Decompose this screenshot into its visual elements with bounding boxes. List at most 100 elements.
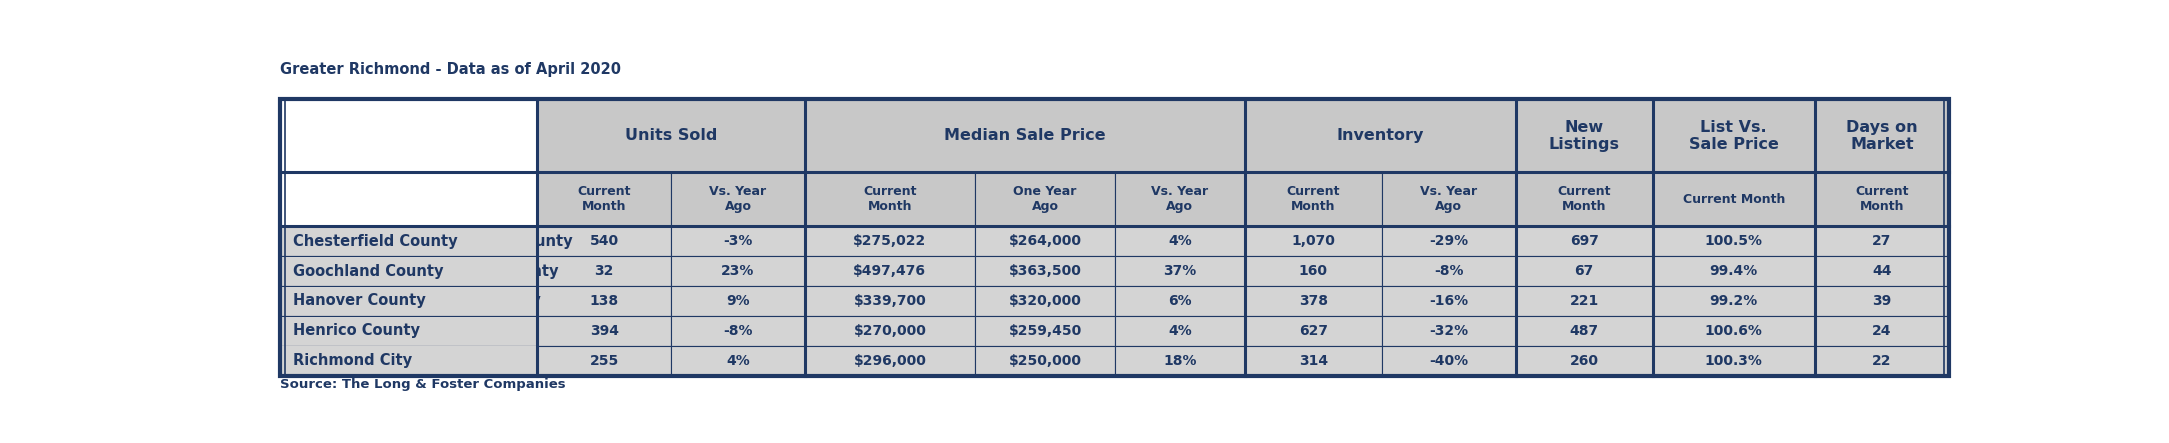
Text: 394: 394 — [590, 324, 618, 338]
Text: -40%: -40% — [1429, 354, 1468, 368]
Text: 487: 487 — [1570, 324, 1599, 338]
Text: Hanover County: Hanover County — [293, 293, 425, 308]
Bar — [670, 256, 805, 286]
Text: $270,000: $270,000 — [852, 324, 926, 338]
Text: 4%: 4% — [1169, 234, 1191, 248]
Text: $275,022: $275,022 — [852, 234, 926, 248]
Bar — [280, 99, 1948, 376]
Bar — [280, 172, 538, 226]
Text: Current
Month: Current Month — [577, 185, 631, 214]
Text: Source: The Long & Foster Companies: Source: The Long & Foster Companies — [280, 378, 566, 391]
Text: 221: 221 — [1570, 294, 1599, 308]
Text: 378: 378 — [1299, 294, 1327, 308]
Bar — [280, 99, 538, 172]
Text: 24: 24 — [1872, 324, 1891, 338]
Bar — [805, 256, 974, 286]
Text: Current Month: Current Month — [1683, 193, 1785, 206]
Bar — [538, 316, 670, 346]
Bar — [1382, 172, 1516, 226]
Bar — [1245, 172, 1382, 226]
Text: -32%: -32% — [1429, 324, 1468, 338]
Bar — [280, 256, 538, 286]
Bar — [282, 316, 536, 345]
Text: 99.2%: 99.2% — [1709, 294, 1757, 308]
Bar — [670, 226, 805, 256]
Text: $259,450: $259,450 — [1009, 324, 1082, 338]
Bar — [1245, 286, 1382, 316]
Bar — [1653, 286, 1815, 316]
Bar — [670, 172, 805, 226]
Bar — [1815, 286, 1948, 316]
Text: 100.6%: 100.6% — [1705, 324, 1763, 338]
Text: Current
Month: Current Month — [1854, 185, 1909, 214]
Text: 9%: 9% — [727, 294, 750, 308]
Text: Units Sold: Units Sold — [625, 128, 718, 144]
Text: Richmond City: Richmond City — [408, 353, 527, 368]
Text: New
Listings: New Listings — [1549, 120, 1620, 152]
Bar — [805, 346, 974, 376]
Bar — [974, 226, 1115, 256]
Text: Days on
Market: Days on Market — [1846, 120, 1917, 152]
Bar — [1815, 99, 1948, 172]
Text: 99.4%: 99.4% — [1709, 264, 1757, 278]
Text: 18%: 18% — [1163, 354, 1197, 368]
Text: 44: 44 — [1872, 264, 1891, 278]
Bar — [670, 316, 805, 346]
Text: One Year
Ago: One Year Ago — [1013, 185, 1076, 214]
Bar — [805, 99, 1245, 172]
Bar — [1245, 226, 1382, 256]
Bar — [1382, 256, 1516, 286]
Bar — [805, 172, 974, 226]
Text: 540: 540 — [590, 234, 618, 248]
Bar — [282, 346, 536, 375]
Text: -8%: -8% — [1434, 264, 1464, 278]
Bar — [1653, 346, 1815, 376]
Text: -29%: -29% — [1429, 234, 1468, 248]
Bar — [538, 99, 805, 172]
Bar — [1653, 316, 1815, 346]
Bar — [1653, 99, 1815, 172]
Bar — [538, 256, 670, 286]
Bar — [974, 256, 1115, 286]
Bar — [1115, 316, 1245, 346]
Text: 100.5%: 100.5% — [1705, 234, 1763, 248]
Text: Henrico County: Henrico County — [293, 323, 421, 338]
Text: Current
Month: Current Month — [1286, 185, 1340, 214]
Text: Current
Month: Current Month — [863, 185, 917, 214]
Text: -8%: -8% — [722, 324, 753, 338]
Bar — [1516, 226, 1653, 256]
Bar — [538, 346, 670, 376]
Bar — [1815, 316, 1948, 346]
Bar — [1245, 99, 1516, 172]
Bar — [1516, 172, 1653, 226]
Bar — [805, 226, 974, 256]
Bar — [1115, 346, 1245, 376]
Bar — [538, 226, 670, 256]
Bar — [1115, 286, 1245, 316]
Bar — [1382, 316, 1516, 346]
Text: Hanover County: Hanover County — [408, 293, 540, 308]
Text: 23%: 23% — [722, 264, 755, 278]
Text: Richmond City: Richmond City — [293, 353, 412, 368]
Bar — [974, 172, 1115, 226]
Bar — [670, 346, 805, 376]
Bar — [1245, 346, 1382, 376]
Bar — [1815, 256, 1948, 286]
Text: Chesterfield County: Chesterfield County — [293, 234, 458, 249]
Text: 314: 314 — [1299, 354, 1327, 368]
Text: 100.3%: 100.3% — [1705, 354, 1763, 368]
Text: -16%: -16% — [1429, 294, 1468, 308]
Text: Henrico County: Henrico County — [408, 323, 536, 338]
Text: List Vs.
Sale Price: List Vs. Sale Price — [1690, 120, 1779, 152]
Bar — [282, 227, 536, 256]
Bar — [1516, 99, 1653, 172]
Text: 22: 22 — [1872, 354, 1891, 368]
Bar — [1115, 226, 1245, 256]
Text: $250,000: $250,000 — [1009, 354, 1082, 368]
Bar — [1115, 256, 1245, 286]
Text: 4%: 4% — [727, 354, 750, 368]
Text: 260: 260 — [1570, 354, 1599, 368]
Bar — [1382, 286, 1516, 316]
Bar — [1245, 256, 1382, 286]
Text: 138: 138 — [590, 294, 618, 308]
